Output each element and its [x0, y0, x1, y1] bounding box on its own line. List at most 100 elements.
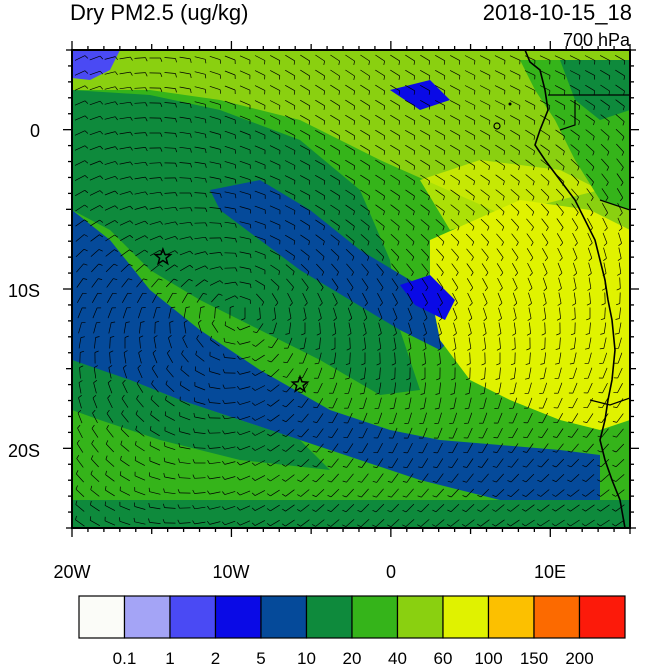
wind-barb	[465, 204, 475, 216]
wind-barb	[315, 144, 326, 155]
wind-barb	[615, 84, 625, 96]
wind-barb	[328, 397, 338, 409]
wind-barb	[372, 503, 385, 513]
wind-barb	[615, 128, 625, 141]
wind-barb	[377, 322, 382, 336]
wind-barb	[417, 503, 430, 513]
wind-barb	[209, 237, 223, 242]
wind-barb	[315, 99, 326, 110]
wind-barb	[600, 84, 610, 95]
wind-barb	[347, 292, 353, 307]
wind-barb	[327, 488, 340, 498]
wind-barb	[373, 458, 384, 468]
wind-barb	[330, 234, 340, 246]
wind-barb	[269, 115, 281, 125]
wind-barb	[179, 71, 192, 78]
wind-barb	[75, 485, 85, 498]
wind-barb	[180, 365, 190, 377]
wind-barb	[616, 188, 624, 202]
wind-barb	[525, 129, 536, 140]
wind-barb	[541, 322, 546, 336]
wind-barb	[601, 277, 606, 291]
wind-barb	[391, 263, 399, 276]
wind-barb	[555, 352, 562, 365]
wind-barb	[267, 384, 280, 392]
wind-barb	[89, 100, 104, 106]
wind-barb	[327, 458, 339, 468]
wind-barb	[208, 367, 221, 375]
wind-barb	[239, 266, 252, 274]
wind-barb	[421, 352, 426, 366]
wind-barb	[480, 367, 486, 381]
x-tick-0: 0	[386, 562, 396, 582]
wind-barb	[328, 428, 339, 438]
wind-barb	[507, 443, 519, 453]
wind-barb	[481, 352, 486, 366]
wind-barb	[149, 235, 164, 241]
wind-barb	[584, 55, 596, 65]
wind-barb	[525, 144, 535, 155]
wind-barb	[89, 70, 104, 76]
wind-barb	[417, 519, 430, 527]
wind-barb	[78, 321, 86, 334]
wind-barb	[251, 415, 266, 421]
wind-barb	[224, 176, 237, 184]
wind-barb	[122, 307, 131, 319]
wind-barb	[179, 101, 192, 108]
wind-barb	[585, 114, 595, 126]
wind-barb	[614, 337, 622, 350]
wind-barb	[179, 162, 192, 168]
wind-barb	[89, 190, 104, 196]
wind-barb	[387, 488, 399, 498]
wind-barb	[237, 401, 251, 405]
wind-barb	[208, 398, 221, 404]
wind-barb	[269, 85, 281, 95]
wind-barb	[94, 350, 99, 364]
wind-barb	[587, 232, 593, 247]
wind-barb	[434, 412, 442, 424]
wind-barb	[330, 99, 341, 110]
wind-barb	[584, 367, 593, 379]
wind-barb	[120, 249, 133, 257]
wind-barb	[556, 218, 564, 232]
y-tick-0: 0	[30, 121, 40, 141]
wind-barb	[407, 337, 412, 351]
wind-barb	[357, 458, 369, 468]
wind-barb	[149, 102, 163, 108]
wind-barb	[522, 458, 534, 468]
wind-barb	[586, 188, 594, 201]
wind-barb	[164, 147, 178, 153]
wind-barb	[479, 412, 488, 424]
wind-barb	[372, 488, 384, 498]
wind-barb	[464, 412, 473, 424]
wind-barb	[357, 473, 369, 483]
wind-barb	[438, 322, 442, 336]
wind-barb	[537, 489, 550, 497]
wind-barb	[405, 69, 416, 80]
wind-barb	[254, 130, 266, 140]
wind-barb	[239, 206, 252, 214]
wind-barb	[266, 444, 280, 452]
wind-barb	[511, 248, 519, 262]
wind-barb	[197, 319, 203, 334]
wind-barb	[390, 248, 400, 261]
wind-barb	[555, 99, 566, 110]
wind-barb	[375, 69, 386, 80]
wind-barb	[282, 398, 295, 408]
wind-barb	[281, 519, 295, 527]
wind-barb	[389, 397, 397, 410]
wind-barb	[312, 443, 324, 453]
wind-barb	[494, 70, 506, 80]
wind-barb	[525, 174, 535, 186]
wind-barb	[315, 159, 326, 170]
wind-barb	[91, 440, 99, 453]
wind-barb	[360, 174, 371, 185]
wind-barb	[150, 264, 163, 272]
wind-barb	[597, 443, 609, 453]
wind-barb	[435, 204, 445, 216]
wind-barb	[569, 352, 577, 365]
wind-barb	[449, 100, 461, 110]
wind-barb	[361, 263, 369, 276]
wind-barb	[462, 488, 475, 498]
wind-barb	[600, 307, 606, 321]
